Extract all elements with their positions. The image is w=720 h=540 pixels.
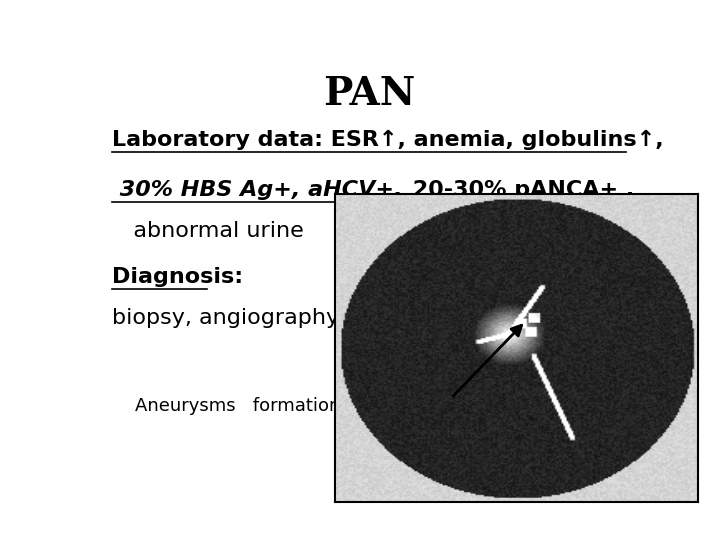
Text: PAN: PAN xyxy=(323,75,415,113)
Text: Diagnosis:: Diagnosis: xyxy=(112,267,243,287)
Text: Aneurysms   formation: Aneurysms formation xyxy=(135,397,340,415)
Text: 30% HBS Ag+, aHCV+,: 30% HBS Ag+, aHCV+, xyxy=(112,179,402,200)
Text: abnormal urine: abnormal urine xyxy=(112,221,304,241)
Text: 20-30% pANCA+ ,: 20-30% pANCA+ , xyxy=(405,179,634,200)
Text: Laboratory data: ESR↑, anemia, globulins↑,: Laboratory data: ESR↑, anemia, globulins… xyxy=(112,130,664,150)
Text: biopsy, angiography: biopsy, angiography xyxy=(112,308,339,328)
